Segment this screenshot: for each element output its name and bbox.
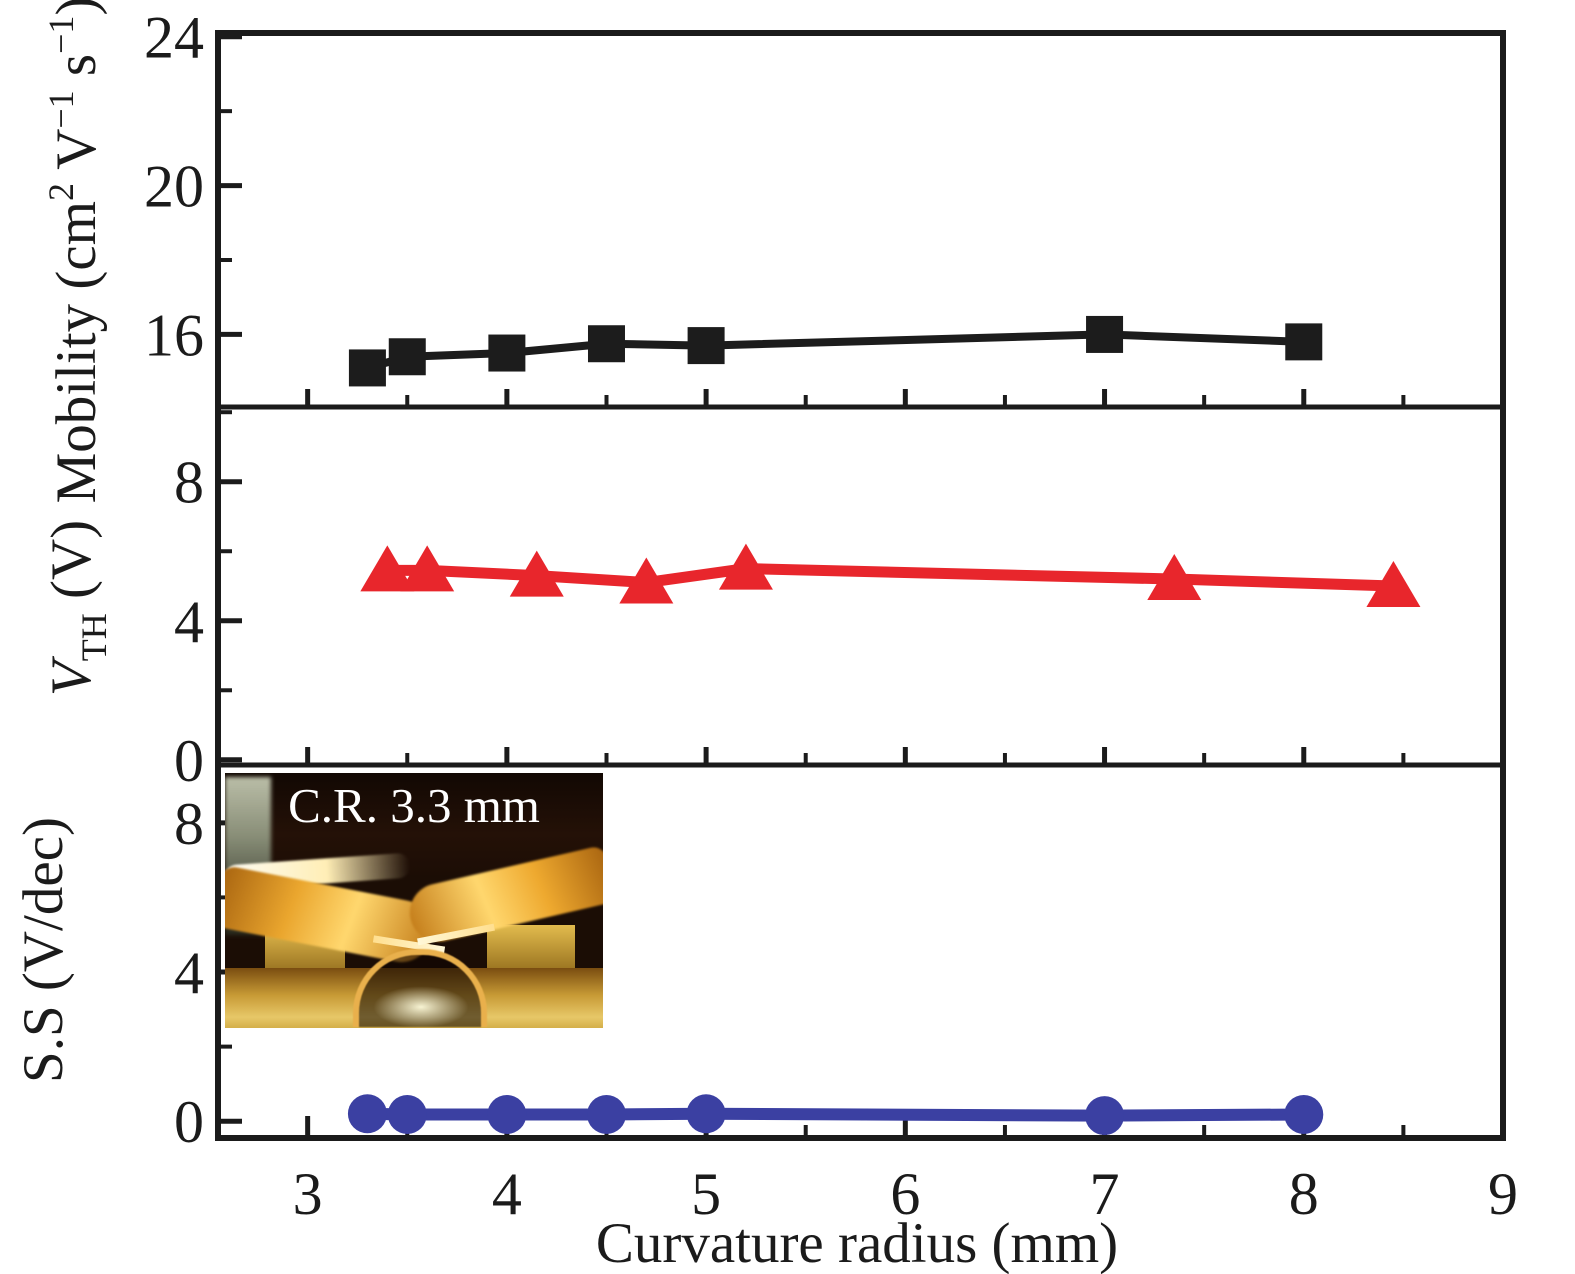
inset-curvature-label: C.R. 3.3 mm xyxy=(288,778,540,833)
marker-triangle-vth xyxy=(1147,554,1202,601)
marker-square-mobility xyxy=(587,325,625,363)
y-tick-label-ss: 0 xyxy=(174,1089,204,1155)
y-tick-label-ss: 8 xyxy=(174,791,204,857)
marker-circle-ss xyxy=(1284,1095,1324,1135)
marker-circle-ss xyxy=(1085,1096,1125,1136)
y-tick-label-vth: 4 xyxy=(174,589,204,655)
marker-square-mobility xyxy=(1285,323,1323,361)
marker-triangle-vth xyxy=(1366,561,1421,607)
marker-circle-ss xyxy=(487,1095,527,1135)
x-tick-label: 8 xyxy=(1289,1161,1319,1227)
marker-square-mobility xyxy=(388,338,426,376)
marker-square-mobility xyxy=(348,349,386,387)
x-tick-label: 3 xyxy=(293,1161,323,1227)
y-tick-label-mobility: 20 xyxy=(144,154,204,220)
y-tick-label-vth: 8 xyxy=(174,450,204,516)
marker-square-mobility xyxy=(488,334,526,372)
inset-photo-dark-background xyxy=(225,773,603,875)
x-axis-title: Curvature radius (mm) xyxy=(596,1212,1118,1274)
marker-triangle-vth xyxy=(718,543,773,590)
marker-square-mobility xyxy=(687,327,725,365)
inset-photo-stage-pad-right xyxy=(487,925,575,973)
marker-triangle-vth xyxy=(509,550,564,597)
marker-square-mobility xyxy=(1086,315,1124,353)
y-tick-label-ss: 4 xyxy=(174,940,204,1006)
x-tick-label: 6 xyxy=(890,1161,920,1227)
x-tick-label: 5 xyxy=(691,1161,721,1227)
x-tick-label: 9 xyxy=(1488,1161,1518,1227)
y-tick-label-mobility: 24 xyxy=(144,5,204,71)
y-tick-label-mobility: 16 xyxy=(144,302,204,368)
y-tick-label-vth: 0 xyxy=(174,728,204,794)
marker-circle-ss xyxy=(586,1095,626,1135)
marker-triangle-vth xyxy=(400,545,455,592)
marker-triangle-vth xyxy=(619,557,674,604)
marker-circle-ss xyxy=(387,1095,427,1135)
marker-circle-ss xyxy=(686,1094,726,1134)
marker-circle-ss xyxy=(347,1094,387,1134)
y-axis-title-ss: S.S (V/dec) xyxy=(12,817,75,1083)
inset-photo-bent-device: C.R. 3.3 mm xyxy=(225,773,603,1028)
plot-frame xyxy=(215,30,1506,1141)
marker-triangle-vth xyxy=(360,545,415,592)
y-axis-title-mobility: Mobility (cm2 V−1 s−1) xyxy=(41,0,108,503)
x-tick-label: 4 xyxy=(492,1161,522,1227)
x-tick-label: 7 xyxy=(1090,1161,1120,1227)
inset-photo-reflection-glow xyxy=(373,986,469,1028)
y-axis-title-vth: VTH (V) xyxy=(40,520,114,696)
